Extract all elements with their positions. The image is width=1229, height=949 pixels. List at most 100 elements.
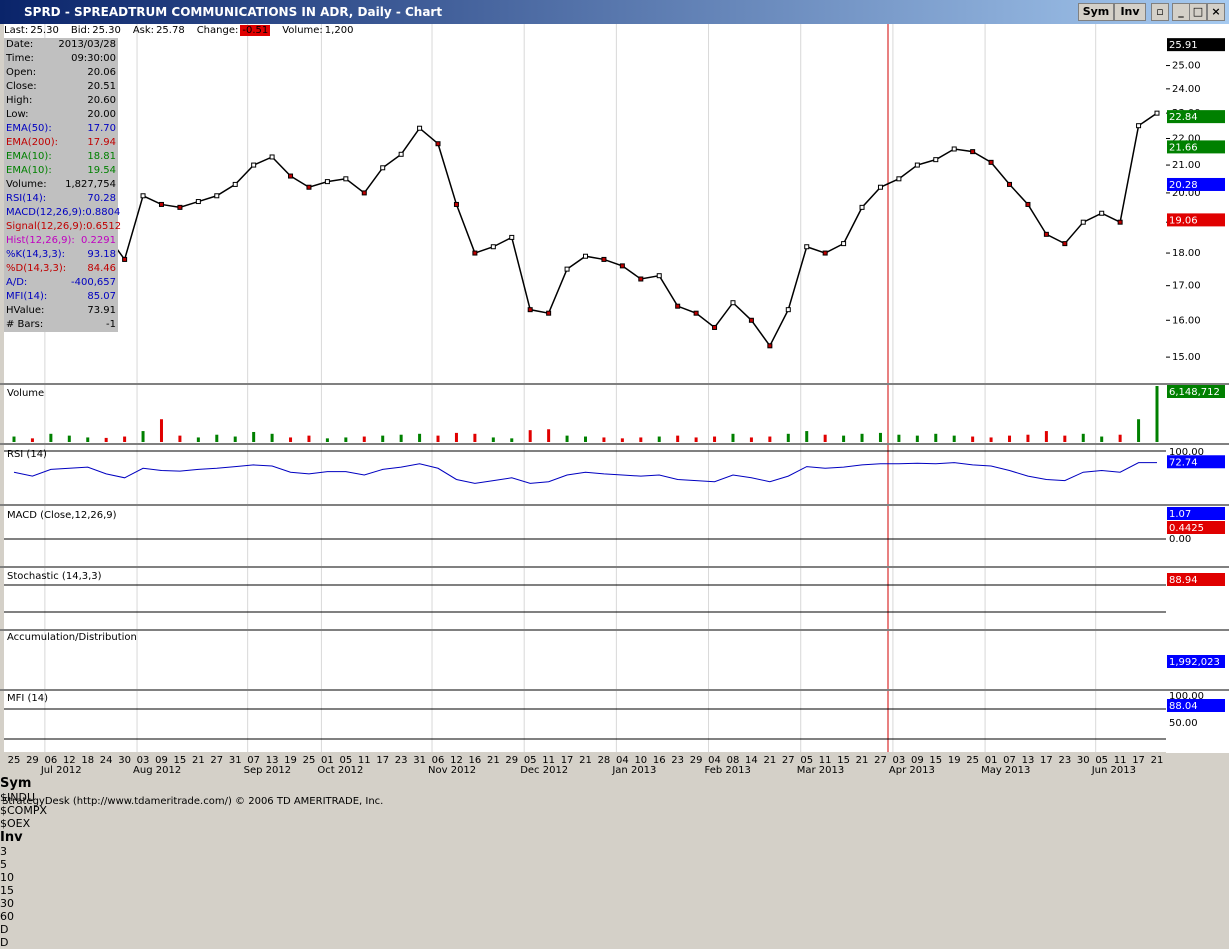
price-point	[1007, 181, 1013, 187]
info-value: 84.46	[87, 263, 116, 274]
x-tick-label: 15	[174, 755, 187, 766]
volume-bar	[768, 436, 772, 442]
info-label: Low:	[6, 109, 29, 120]
y-tick-label: 21.00	[1172, 160, 1201, 171]
price-point	[398, 151, 404, 157]
x-tick-label: 11	[542, 755, 555, 766]
price-point	[619, 263, 625, 269]
info-row: EMA(200): 17.94	[4, 136, 118, 150]
info-label: # Bars:	[6, 319, 44, 330]
volume-bar	[731, 433, 735, 442]
macd-label-box	[1167, 507, 1225, 520]
interval-tab[interactable]: 3	[0, 845, 7, 858]
x-tick-label: 07	[1003, 755, 1016, 766]
sym-button[interactable]: Sym	[1078, 3, 1114, 21]
x-tick-label: 07	[247, 755, 260, 766]
volume-bar	[989, 437, 993, 442]
month-label: Nov 2012	[428, 765, 476, 776]
title-bar: SPRD - SPREADTRUM COMMUNICATIONS IN ADR,…	[0, 0, 1229, 24]
close-button[interactable]: ×	[1207, 3, 1225, 21]
volume-bar	[252, 431, 256, 442]
price-point	[324, 179, 330, 185]
x-tick-label: 08	[727, 755, 740, 766]
x-tick-label: 12	[63, 755, 76, 766]
quote-item: Last: 25.30	[4, 25, 65, 36]
price-point	[767, 343, 773, 349]
y-tick-label: 16.00	[1172, 315, 1201, 326]
volume-bar	[547, 429, 551, 442]
price-point	[656, 273, 662, 279]
volume-bar	[786, 433, 790, 442]
maximize-button[interactable]: □	[1189, 3, 1207, 21]
inv-button[interactable]: Inv	[1114, 3, 1146, 21]
x-tick-label: 11	[819, 755, 832, 766]
x-tick-label: 13	[266, 755, 279, 766]
price-point	[730, 300, 736, 306]
minimize-button[interactable]: _	[1172, 3, 1190, 21]
info-row: Low: 20.00	[4, 108, 118, 122]
info-value: 18.81	[87, 151, 116, 162]
volume-bar	[454, 432, 458, 442]
info-label: A/D:	[6, 277, 28, 288]
quote-label: Ask:	[132, 25, 155, 36]
interval-tab[interactable]: D	[0, 923, 9, 936]
volume-bar	[159, 419, 163, 442]
symbol-tab[interactable]: Sym	[0, 776, 32, 791]
x-tick-label: 17	[1132, 755, 1145, 766]
interval-tab[interactable]: Inv	[0, 830, 23, 845]
info-value: 1,827,754	[65, 179, 116, 190]
volume-bar	[584, 436, 587, 442]
price-point	[417, 125, 423, 131]
symbol-tab[interactable]: $INDU	[0, 791, 35, 804]
x-tick-label: 21	[856, 755, 869, 766]
price-point	[804, 244, 810, 250]
volume-bar	[399, 434, 403, 442]
info-row: High: 20.60	[4, 94, 118, 108]
info-label: EMA(10):	[6, 151, 52, 162]
y-tick-label: 24.00	[1172, 84, 1201, 95]
interval-tab[interactable]: D	[0, 936, 9, 949]
info-row: MFI(14): 85.07	[4, 290, 118, 304]
volume-bar	[381, 435, 385, 442]
restore-button[interactable]: ▫	[1151, 3, 1169, 21]
y-tick-label: 17.00	[1172, 281, 1201, 292]
quote-item: Change: -0.51	[197, 25, 277, 36]
x-tick-label: 06	[45, 755, 58, 766]
y-tick-label: 25.00	[1172, 61, 1201, 72]
info-value: 73.91	[87, 305, 116, 316]
info-row: EMA(10): 19.54	[4, 164, 118, 178]
info-label: HValue:	[6, 305, 45, 316]
volume-bar	[971, 436, 975, 442]
x-tick-label: 19	[948, 755, 961, 766]
interval-tab[interactable]: 15	[0, 884, 14, 897]
month-label: Aug 2012	[133, 765, 181, 776]
quote-value: -0.51	[240, 25, 271, 36]
info-value: 20.60	[87, 95, 116, 106]
price-point	[748, 317, 754, 323]
volume-bar	[823, 434, 827, 442]
month-label: Sep 2012	[244, 765, 291, 776]
volume-bar	[325, 438, 329, 442]
panel-title: RSI (14)	[7, 449, 47, 460]
interval-tab[interactable]: 60	[0, 910, 14, 923]
price-point	[361, 190, 367, 196]
price-point	[195, 199, 201, 205]
price-point	[214, 193, 220, 199]
info-row: Close: 20.51	[4, 80, 118, 94]
price-point	[583, 253, 588, 259]
interval-tab[interactable]: 5	[0, 858, 7, 871]
interval-tab[interactable]: 10	[0, 871, 14, 884]
y-tick-label: 18.00	[1172, 248, 1201, 259]
month-label: Oct 2012	[317, 765, 363, 776]
price-marker: 25.91	[1169, 40, 1198, 51]
panel-title: Stochastic (14,3,3)	[7, 571, 102, 582]
x-tick-label: 24	[100, 755, 113, 766]
info-value: 19.54	[87, 165, 116, 176]
x-tick-label: 23	[1058, 755, 1071, 766]
info-value: 20.06	[87, 67, 116, 78]
x-tick-label: 11	[1114, 755, 1127, 766]
symbol-tab[interactable]: $OEX	[0, 817, 31, 830]
interval-tab[interactable]: 30	[0, 897, 14, 910]
price-point	[435, 141, 441, 147]
volume-tick-label-box	[1167, 385, 1225, 398]
